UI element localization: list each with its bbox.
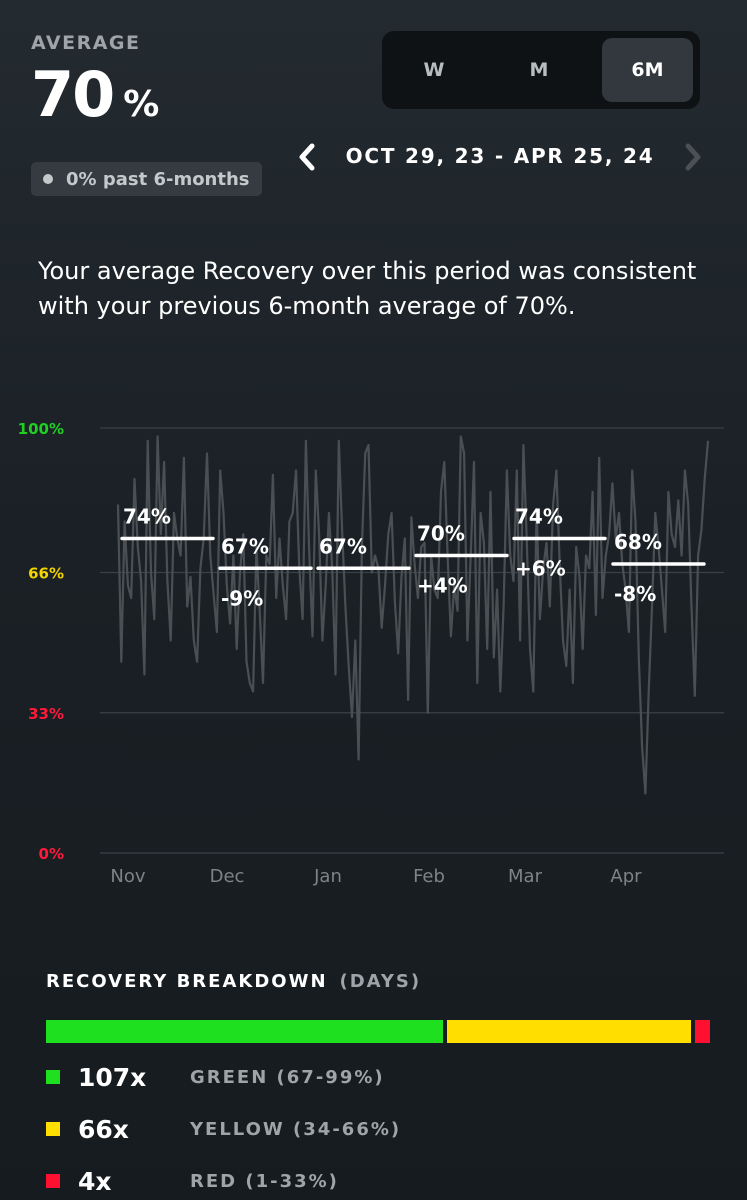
range-option-6-months[interactable]: 6M — [602, 38, 693, 102]
yellow-count: 66x — [78, 1114, 129, 1144]
period-average-label: 74% — [123, 505, 171, 529]
period-average-label: 68% — [614, 530, 662, 554]
range-toggle: W M 6M — [382, 31, 700, 109]
red-range-label: RED (1-33%) — [190, 1170, 339, 1192]
recovery-trend-chart: 100% 66% 33% 0% Nov Dec Jan Feb Mar Apr 74% 67% -9% 6… — [18, 420, 724, 887]
summary-text: Your average Recovery over this period w… — [38, 257, 697, 320]
period-average-label: 74% — [515, 505, 563, 529]
y-tick-label: 100% — [18, 420, 64, 438]
period-change-label: +4% — [417, 574, 468, 598]
breakdown-unit: (DAYS) — [339, 971, 422, 992]
x-tick-label: Feb — [413, 866, 445, 887]
period-change-label: +6% — [515, 557, 566, 581]
breakdown-bar — [46, 1020, 710, 1043]
previous-period-button[interactable] — [292, 140, 324, 174]
legend-row-yellow: 66x YELLOW (34-66%) — [46, 1114, 401, 1144]
legend-row-red: 4x RED (1-33%) — [46, 1166, 339, 1196]
y-tick-label: 33% — [28, 705, 64, 723]
dot-icon — [43, 174, 53, 184]
y-tick-label: 0% — [39, 845, 64, 863]
period-change-label: -9% — [221, 586, 263, 610]
period-average-label: 67% — [319, 534, 367, 558]
x-tick-label: Apr — [610, 866, 642, 887]
x-tick-label: Nov — [110, 866, 145, 887]
red-count: 4x — [78, 1166, 112, 1196]
next-period-button[interactable] — [676, 140, 708, 174]
breakdown-title: RECOVERY BREAKDOWN (DAYS) — [46, 971, 421, 992]
average-value: 70 % — [31, 64, 159, 126]
chevron-right-icon — [685, 143, 701, 171]
period-average-label: 67% — [221, 534, 269, 558]
average-unit: % — [123, 84, 160, 125]
period-change-label: -8% — [614, 582, 656, 606]
chevron-left-icon — [299, 143, 315, 171]
x-tick-label: Jan — [313, 866, 342, 887]
y-tick-label: 66% — [28, 565, 64, 583]
date-range-label: OCT 29, 23 - APR 25, 24 — [345, 144, 655, 168]
green-segment — [46, 1020, 443, 1043]
yellow-range-label: YELLOW (34-66%) — [190, 1118, 402, 1140]
legend-row-green: 107x GREEN (67-99%) — [46, 1062, 385, 1092]
yellow-swatch — [46, 1122, 60, 1136]
past-comparison-text: 0% past 6-months — [66, 168, 250, 190]
daily-recovery-line — [116, 435, 710, 795]
red-swatch — [46, 1174, 60, 1188]
average-number: 70 — [31, 58, 115, 131]
red-segment — [695, 1020, 710, 1043]
breakdown-title-text: RECOVERY BREAKDOWN — [46, 971, 328, 992]
range-option-month[interactable]: M — [529, 59, 549, 81]
green-swatch — [46, 1070, 60, 1084]
green-range-label: GREEN (67-99%) — [190, 1066, 385, 1088]
green-count: 107x — [78, 1062, 147, 1092]
period-average-label: 70% — [417, 522, 465, 546]
yellow-segment — [446, 1020, 692, 1043]
x-tick-label: Mar — [508, 866, 543, 887]
x-tick-label: Dec — [210, 866, 245, 887]
past-comparison-badge: 0% past 6-months — [31, 162, 262, 196]
range-option-week[interactable]: W — [423, 59, 445, 81]
average-label: AVERAGE — [31, 32, 141, 54]
